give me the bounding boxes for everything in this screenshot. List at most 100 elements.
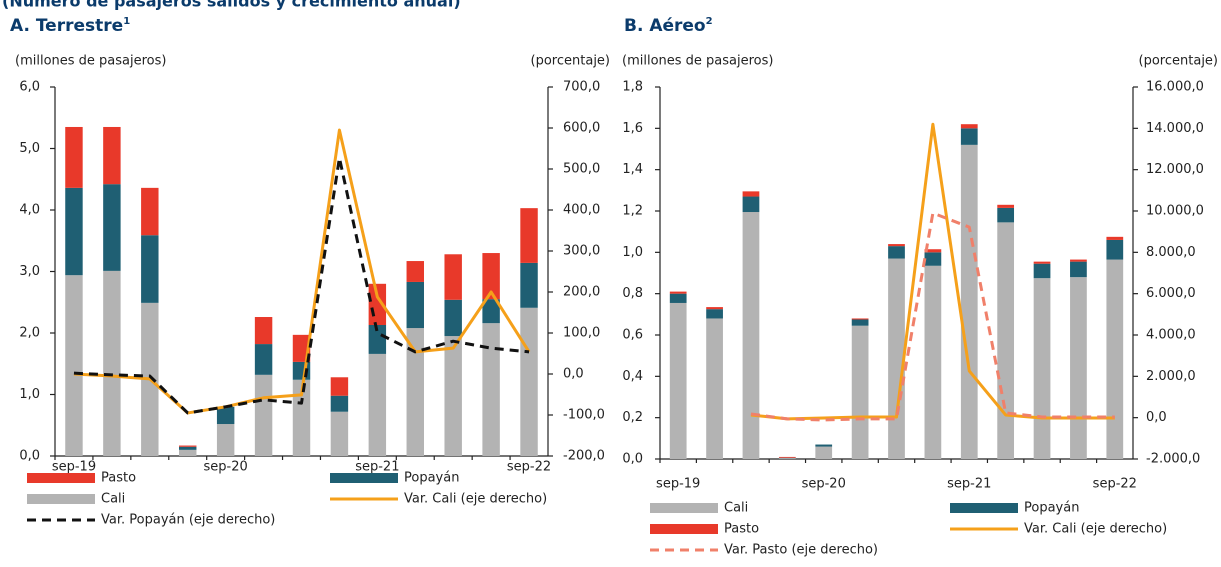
- bar-segment: [141, 235, 159, 303]
- legend-swatch: [330, 473, 398, 483]
- bar-segment: [1106, 239, 1124, 260]
- bar-segment: [520, 262, 538, 308]
- bar-segment: [482, 323, 500, 456]
- bar-segment: [960, 124, 978, 129]
- legend-label: Var. Cali (eje derecho): [404, 492, 547, 507]
- bar-segment: [444, 336, 462, 456]
- y2-tick-label: 100,0: [563, 326, 600, 341]
- legend-label: Cali: [101, 492, 125, 507]
- legend-swatch: [650, 524, 718, 534]
- bar-segment: [368, 353, 387, 456]
- bar-segment: [520, 307, 538, 456]
- bar-segment: [406, 261, 424, 282]
- bar-segment: [706, 307, 723, 310]
- bar-segment: [406, 281, 424, 329]
- bar-segment: [216, 424, 235, 456]
- bar-segment: [1070, 261, 1087, 278]
- y2-tick-label: -100,0: [563, 408, 605, 423]
- bar-segment: [141, 187, 159, 236]
- x-tick-label: sep-21: [947, 477, 991, 492]
- y2-tick-label: 400,0: [563, 203, 600, 218]
- bar-segment: [669, 291, 687, 294]
- legend-swatch: [27, 473, 95, 483]
- y-tick-label: 0,4: [622, 369, 643, 384]
- x-tick-label: sep-20: [204, 460, 248, 475]
- bar-segment: [1070, 259, 1087, 262]
- y-tick-label: 1,0: [622, 245, 643, 260]
- bar-segment: [960, 128, 978, 145]
- bar-segment: [65, 126, 83, 188]
- bar-segment: [444, 299, 462, 337]
- bar-segment: [742, 196, 760, 213]
- y2-tick-label: 12.000,0: [1146, 162, 1204, 177]
- bar-segment: [330, 377, 349, 396]
- bar-segment: [706, 309, 723, 319]
- line-series: [750, 211, 1115, 422]
- panel-title-text: A. Terrestre: [10, 16, 123, 36]
- y-tick-label: 1,8: [622, 80, 643, 95]
- legend-label: Var. Pasto (eje derecho): [724, 543, 878, 558]
- bar-segment: [179, 445, 197, 447]
- y-tick-label: 0,6: [622, 328, 643, 343]
- bar-segment: [997, 222, 1015, 459]
- y2-tick-label: 10.000,0: [1146, 204, 1204, 219]
- panel-title: A. Terrestre1: [10, 16, 130, 37]
- y-tick-label: 1,6: [622, 121, 643, 136]
- subtitle: (Número de pasajeros salidos y crecimien…: [2, 0, 461, 11]
- y-tick-label: 0,2: [622, 410, 643, 425]
- y-tick-label: 5,0: [19, 141, 40, 156]
- bar-segment: [1070, 277, 1087, 459]
- y2-tick-label: 4.000,0: [1146, 328, 1196, 343]
- legend-label: Var. Popayán (eje derecho): [101, 513, 275, 528]
- y-tick-label: 4,0: [19, 203, 40, 218]
- y2-axis-label: (porcentaje): [1139, 54, 1218, 69]
- bar-segment: [742, 191, 760, 197]
- bar-segment: [997, 207, 1015, 223]
- y2-tick-label: 16.000,0: [1146, 80, 1204, 95]
- bar-segment: [815, 446, 833, 459]
- bar-segment: [851, 325, 869, 459]
- y2-tick-label: 8.000,0: [1146, 245, 1196, 260]
- bar-segment: [669, 293, 687, 303]
- legend-label: Popayán: [404, 471, 459, 486]
- line-series: [73, 128, 531, 415]
- y2-tick-label: -2.000,0: [1146, 452, 1200, 467]
- y-tick-label: 0,0: [622, 452, 643, 467]
- legend-swatch: [950, 503, 1018, 513]
- bar-segment: [1106, 236, 1124, 240]
- y-tick-label: 1,4: [622, 162, 643, 177]
- bar-segment: [482, 299, 500, 324]
- bar-segment: [1033, 278, 1051, 459]
- bar-segment: [254, 374, 273, 456]
- bar-segment: [815, 444, 833, 447]
- y-tick-label: 1,2: [622, 204, 643, 219]
- x-tick-label: sep-19: [656, 477, 700, 492]
- y2-tick-label: 14.000,0: [1146, 121, 1204, 136]
- legend-label: Var. Cali (eje derecho): [1024, 522, 1167, 537]
- y2-tick-label: -200,0: [563, 449, 605, 464]
- bar-segment: [330, 395, 349, 412]
- panel-title-text: B. Aéreo: [624, 16, 706, 36]
- bar-segment: [179, 446, 197, 450]
- y2-tick-label: 2.000,0: [1146, 369, 1196, 384]
- bar-segment: [669, 302, 687, 459]
- bar-segment: [706, 318, 723, 459]
- legend-swatch: [27, 494, 95, 504]
- y-tick-label: 0,8: [622, 286, 643, 301]
- y-tick-label: 3,0: [19, 264, 40, 279]
- bar-segment: [888, 244, 905, 247]
- x-tick-label: sep-22: [1093, 477, 1137, 492]
- bar-segment: [103, 270, 121, 456]
- legend-label: Pasto: [101, 471, 136, 486]
- bar-segment: [851, 319, 869, 326]
- bar-segment: [1033, 261, 1051, 264]
- x-tick-label: sep-21: [355, 460, 399, 475]
- x-tick-label: sep-22: [507, 460, 551, 475]
- bar-segment: [103, 184, 121, 271]
- y-tick-label: 0,0: [19, 449, 40, 464]
- bar-segment: [924, 252, 942, 266]
- bar-segment: [179, 449, 197, 456]
- bar-segment: [888, 246, 905, 259]
- bar-segment: [368, 325, 387, 354]
